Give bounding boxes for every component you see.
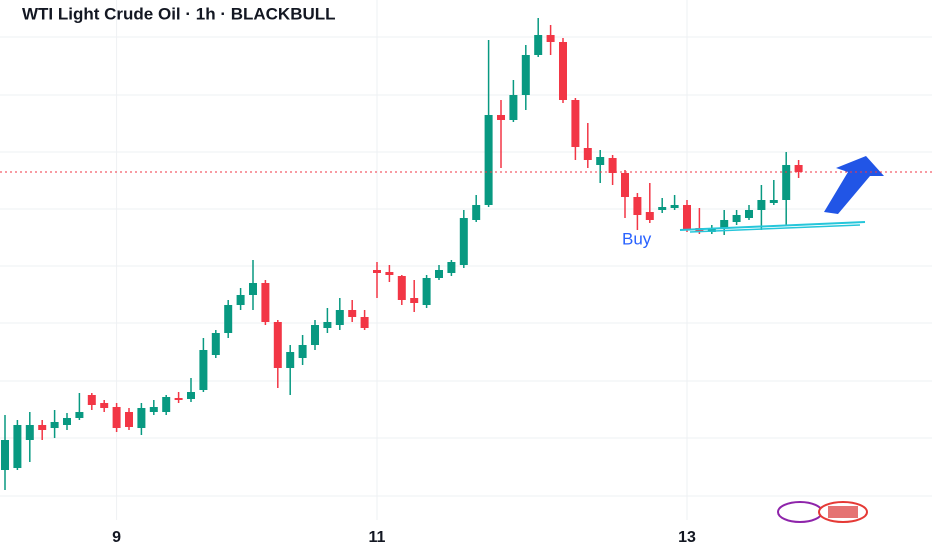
candle-body bbox=[224, 305, 233, 333]
candle-body bbox=[249, 283, 257, 295]
candle-body bbox=[707, 228, 716, 232]
candle-body bbox=[187, 392, 195, 399]
candle-body bbox=[261, 283, 270, 322]
candle-body bbox=[199, 350, 208, 390]
candle-body bbox=[621, 173, 629, 197]
candle-body bbox=[509, 95, 518, 120]
candle-body bbox=[125, 412, 133, 427]
candle-body bbox=[683, 205, 691, 230]
x-tick-label: 9 bbox=[112, 529, 121, 546]
candle-body bbox=[236, 295, 245, 305]
candle-body bbox=[63, 418, 71, 425]
candle-body bbox=[348, 310, 357, 317]
support-line bbox=[689, 224, 861, 233]
candle-body bbox=[311, 325, 319, 345]
candle-body bbox=[583, 148, 592, 160]
candle-body bbox=[757, 200, 766, 210]
annotation: Buy bbox=[622, 229, 652, 248]
candle-body bbox=[596, 157, 605, 165]
chart-title: WTI Light Crude Oil · 1h · BLACKBULL bbox=[22, 4, 336, 23]
x-tick-label: 13 bbox=[678, 529, 696, 546]
candle-body bbox=[658, 207, 667, 210]
candle-body bbox=[794, 165, 803, 172]
candle-body bbox=[571, 100, 580, 147]
candle-body bbox=[745, 210, 753, 218]
candle-body bbox=[50, 422, 59, 428]
candle-body bbox=[534, 35, 543, 55]
logo-ring bbox=[777, 501, 823, 523]
candle-body bbox=[174, 398, 183, 400]
candle-body bbox=[38, 425, 47, 430]
candle-body bbox=[112, 407, 121, 428]
candle-body bbox=[732, 215, 741, 222]
candle-body bbox=[497, 115, 505, 120]
candle-body bbox=[447, 262, 456, 273]
candles bbox=[1, 18, 803, 490]
candle-body bbox=[298, 345, 307, 358]
candle-body bbox=[769, 200, 778, 203]
candle-body bbox=[720, 220, 729, 228]
candle-body bbox=[385, 272, 394, 275]
candle-body bbox=[459, 218, 468, 265]
candle-body bbox=[273, 322, 282, 368]
candle-body bbox=[137, 408, 146, 428]
candle-body bbox=[472, 205, 481, 220]
candle-body bbox=[670, 205, 679, 208]
candle-body bbox=[484, 115, 493, 205]
logo bbox=[777, 501, 868, 523]
candle-body bbox=[211, 333, 220, 355]
candle-body bbox=[25, 425, 34, 440]
candle-body bbox=[608, 158, 617, 173]
arrow bbox=[824, 156, 884, 214]
candle-body bbox=[782, 165, 791, 200]
candle-body bbox=[422, 278, 431, 305]
candle-body bbox=[435, 270, 443, 278]
candle-body bbox=[100, 403, 109, 408]
logo-flag bbox=[828, 506, 858, 518]
x-tick-label: 11 bbox=[369, 529, 386, 546]
candle-body bbox=[162, 397, 171, 412]
candle-body bbox=[149, 407, 158, 412]
candle-body bbox=[645, 212, 654, 220]
candle-body bbox=[87, 395, 96, 405]
candle-body bbox=[521, 55, 530, 95]
support-line bbox=[679, 221, 866, 231]
candle-body bbox=[335, 310, 344, 325]
candle-body bbox=[13, 425, 22, 468]
candle-body bbox=[360, 317, 369, 328]
candle-body bbox=[75, 412, 84, 418]
candle-body bbox=[633, 197, 642, 215]
candle-body bbox=[546, 35, 555, 42]
candle-body bbox=[373, 270, 381, 273]
vertical-grid bbox=[116, 0, 688, 520]
candle-body bbox=[1, 440, 9, 470]
candle-body bbox=[323, 322, 332, 328]
candle-body bbox=[397, 276, 406, 300]
candle-body bbox=[559, 42, 567, 100]
candle-body bbox=[410, 298, 419, 303]
candle-body bbox=[286, 352, 295, 368]
grid bbox=[0, 36, 932, 497]
